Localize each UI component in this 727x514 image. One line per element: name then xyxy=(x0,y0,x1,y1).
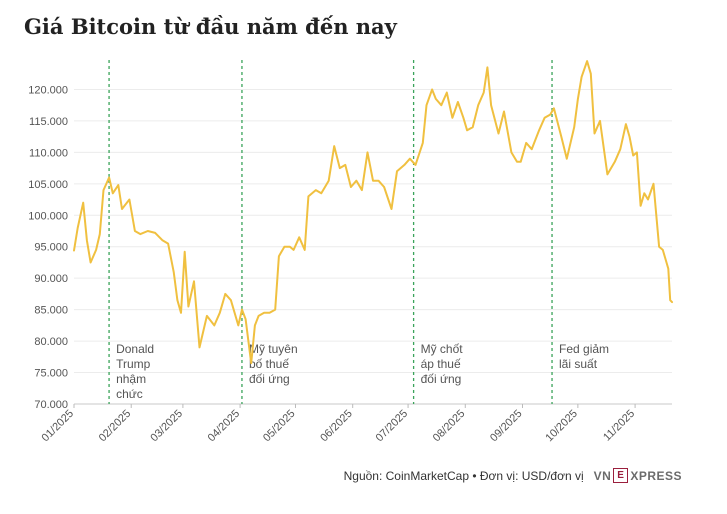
x-tick-label: 06/2025 xyxy=(318,408,355,445)
y-tick-label: 100.000 xyxy=(28,210,68,222)
x-tick-label: 05/2025 xyxy=(261,408,298,445)
x-tick-label: 09/2025 xyxy=(488,408,525,445)
y-tick-label: 90.000 xyxy=(34,273,68,285)
source-text: Nguồn: CoinMarketCap • Đơn vị: USD/đơn v… xyxy=(343,468,584,483)
x-tick-label: 08/2025 xyxy=(431,408,468,445)
y-tick-label: 115.000 xyxy=(29,116,68,128)
y-tick-label: 70.000 xyxy=(34,399,68,411)
x-tick-label: 01/2025 xyxy=(40,408,77,445)
x-tick-label: 10/2025 xyxy=(543,408,580,445)
logo-text-left: VN xyxy=(593,468,612,483)
event-label: Mỹ chốt áp thuế đối ứng xyxy=(421,342,464,386)
y-tick-label: 110.000 xyxy=(29,147,68,159)
x-tick-label: 03/2025 xyxy=(148,408,185,445)
x-tick-label: 07/2025 xyxy=(374,408,411,445)
chart-title: Giá Bitcoin từ đầu năm đến nay xyxy=(24,14,397,39)
grid-lines xyxy=(74,88,672,405)
event-label: Mỹ tuyên bố thuế đối ứng xyxy=(249,342,298,386)
x-tick-label: 02/2025 xyxy=(97,408,134,445)
x-tick-label: 04/2025 xyxy=(206,408,243,445)
series-group xyxy=(73,60,673,365)
logo-text-right: XPRESS xyxy=(630,468,682,483)
y-tick-label: 80.000 xyxy=(34,336,68,348)
chart-footer: Nguồn: CoinMarketCap • Đơn vị: USD/đơn v… xyxy=(344,468,682,483)
y-tick-label: 120.000 xyxy=(28,84,68,96)
y-tick-label: 75.000 xyxy=(34,368,68,380)
price-line xyxy=(73,60,673,365)
logo-mark-icon: E xyxy=(613,468,629,483)
event-label: Donald Trump nhậm chức xyxy=(116,342,154,401)
y-tick-label: 105.000 xyxy=(28,179,68,191)
x-axis-ticks: 01/2025 02/2025 03/2025 04/2025 05/2025 06/20… xyxy=(40,404,637,445)
event-label: Fed giảm lãi suất xyxy=(559,342,609,371)
event-markers: Donald Trump nhậm chức Mỹ tuyên bố thuế đối ứn… xyxy=(108,60,609,404)
x-tick-label: 11/2025 xyxy=(601,408,637,444)
y-tick-label: 95.000 xyxy=(34,242,68,254)
vnexpress-logo[interactable]: VN E XPRESS xyxy=(594,468,682,483)
y-axis-ticks: 70.000 75.000 80.000 85.000 90.000 95.000 100.… xyxy=(28,84,68,411)
y-tick-label: 85.000 xyxy=(34,305,68,317)
